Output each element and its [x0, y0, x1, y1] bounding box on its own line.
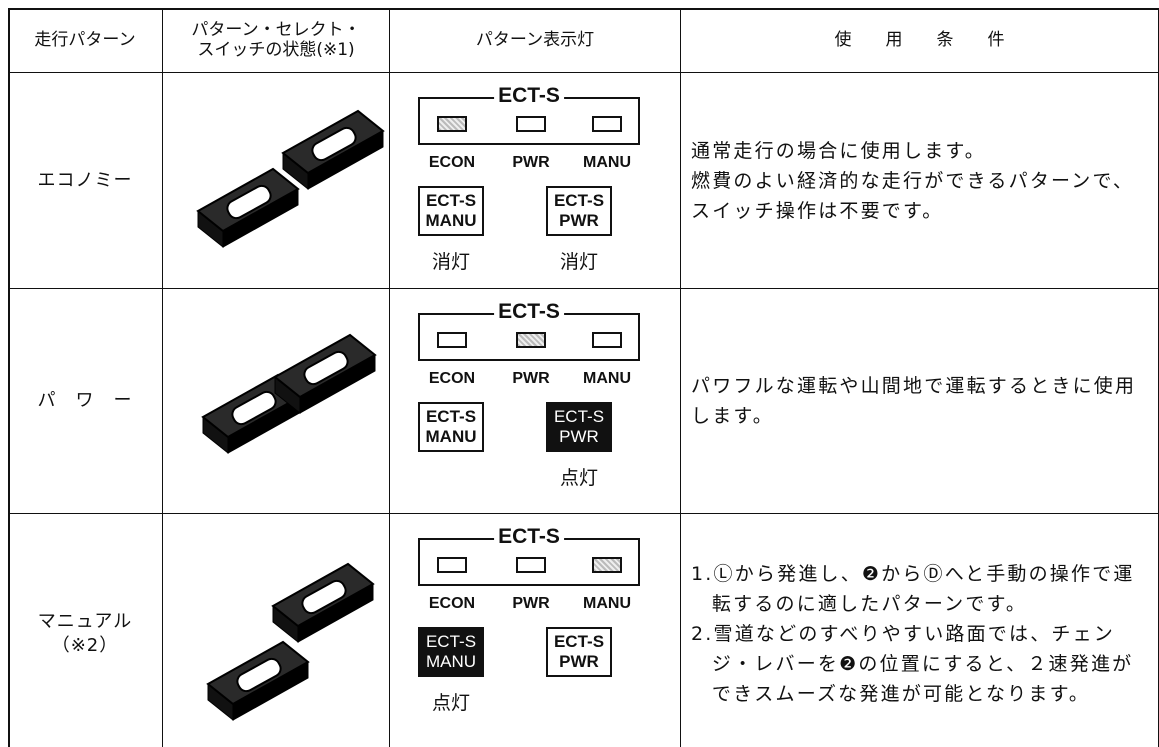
header-cell: 使 用 条 件 — [681, 8, 1159, 73]
switch-label: ECT-S — [553, 407, 605, 426]
indicator-switch: ECT-S MANU — [418, 402, 484, 452]
usage-text: 燃費のよい経済的な走行ができるパターンで、スイッチ操作は不要です。 — [691, 169, 1135, 222]
usage-item: 2.雪道などのすべりやすい路面では、チェンジ・レバーを❷の位置にすると、２速発進… — [691, 622, 1134, 705]
status-label: 点灯 — [431, 692, 471, 714]
switch-cell — [163, 73, 390, 289]
usage-cell: 1.Ⓛから発進し、❷からⒹへと手動の操作で運転するのに適したパターンです。 2.雪… — [681, 514, 1159, 747]
switch-shape — [301, 579, 347, 615]
usage-text: 通常走行の場合に使用します。 — [691, 139, 986, 162]
switch-shape — [236, 657, 282, 693]
lamp — [592, 116, 622, 132]
usage-cell: パワフルな運転や山間地で運転するときに使用します。 — [681, 289, 1159, 514]
switch-label: ECT-S — [425, 191, 477, 210]
indicator-switch: ECT-S PWR — [546, 186, 612, 236]
table-left-border — [8, 8, 10, 747]
status-label: 消灯 — [559, 251, 599, 273]
header-text: 使 用 条 件 — [834, 30, 1005, 50]
indicator-cell: ECT-S ECON PWR MANU ECT-S MANU ECT-S PWR 点灯 — [390, 289, 681, 514]
lamp-label: MANU — [583, 370, 631, 387]
lamp-label: PWR — [512, 154, 550, 171]
lamp-label: ECON — [428, 154, 476, 171]
indicator-switch: ECT-S PWR — [546, 402, 612, 452]
header-text: 走行パターン — [34, 30, 136, 50]
switch-label: PWR — [559, 211, 599, 230]
usage-text: パワフルな運転や山間地で運転するときに使用します。 — [691, 375, 1137, 427]
header-text: パターン表示灯 — [475, 30, 595, 50]
switch-label: ECT-S — [425, 407, 477, 426]
switch-shape — [226, 184, 272, 220]
header-text: スイッチの状態(※1) — [197, 40, 355, 60]
indicator-switch: ECT-S MANU — [418, 186, 484, 236]
lamp — [592, 557, 622, 573]
lamp — [592, 332, 622, 348]
switch-label: MANU — [425, 211, 477, 230]
header-cell: パターン・セレクト・ スイッチの状態(※1) — [163, 8, 390, 73]
pattern-cell: マニュアル （※2） — [8, 514, 163, 747]
indicator-switch: ECT-S PWR — [546, 627, 612, 677]
header-cell: パターン表示灯 — [390, 8, 681, 73]
indicator-switch: ECT-S MANU — [418, 627, 484, 677]
usage-item: 1.Ⓛから発進し、❷からⒹへと手動の操作で運転するのに適したパターンです。 — [691, 562, 1135, 615]
status-label: 消灯 — [431, 251, 471, 273]
header-cell: 走行パターン — [8, 8, 163, 73]
panel-title: ECT-S — [494, 299, 564, 324]
switch-label: PWR — [559, 427, 599, 446]
indicator-cell: ECT-S ECON PWR MANU ECT-S MANU 消灯 ECT-S PWR 消灯 — [390, 73, 681, 289]
indicator-cell: ECT-S ECON PWR MANU ECT-S MANU 点灯 ECT-S PWR — [390, 514, 681, 747]
pattern-name: マニュアル — [37, 610, 133, 632]
header-text: パターン・セレクト・ — [191, 20, 361, 40]
switch-cell — [163, 514, 390, 747]
switch-label: ECT-S — [553, 191, 605, 210]
lamp — [516, 116, 546, 132]
lamp — [437, 332, 467, 348]
lamp-label: ECON — [428, 595, 476, 612]
switch-label: PWR — [559, 652, 599, 671]
lamp-label: MANU — [583, 595, 631, 612]
pattern-cell: パ ワ ー — [8, 289, 163, 514]
switch-illustration — [206, 562, 375, 722]
table-top-border — [8, 8, 1159, 10]
lamp — [437, 557, 467, 573]
switch-label: ECT-S — [553, 632, 605, 651]
switch-shape — [311, 126, 357, 162]
switch-illustration — [196, 109, 385, 249]
switch-label: MANU — [425, 427, 477, 446]
pattern-name: パ ワ ー — [37, 390, 133, 411]
lamp — [516, 332, 546, 348]
pattern-cell: エコノミー — [8, 73, 163, 289]
switch-label: ECT-S — [425, 632, 477, 651]
switch-illustration — [201, 333, 377, 455]
switch-label: MANU — [425, 652, 477, 671]
panel-title: ECT-S — [494, 524, 564, 549]
switch-cell — [163, 289, 390, 514]
pattern-name: （※2） — [51, 634, 119, 656]
lamp-label: MANU — [583, 154, 631, 171]
usage-cell: 通常走行の場合に使用します。燃費のよい経済的な走行ができるパターンで、スイッチ操… — [681, 73, 1159, 289]
lamp-label: PWR — [512, 370, 550, 387]
lamp — [437, 116, 467, 132]
lamp — [516, 557, 546, 573]
lamp-label: ECON — [428, 370, 476, 387]
lamp-label: PWR — [512, 595, 550, 612]
switch-shape — [231, 390, 277, 426]
switch-shape — [303, 350, 349, 386]
panel-title: ECT-S — [494, 83, 564, 108]
status-label: 点灯 — [559, 467, 599, 489]
pattern-name: エコノミー — [37, 169, 133, 191]
